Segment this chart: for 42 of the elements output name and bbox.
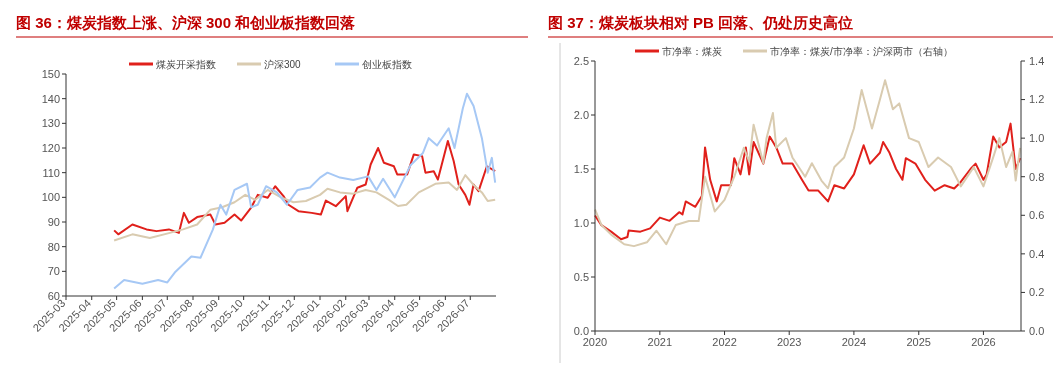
y-tick-label: 80 bbox=[47, 240, 60, 253]
y2-tick-label: 0.2 bbox=[1029, 286, 1045, 299]
y-tick-label: 120 bbox=[41, 141, 60, 154]
legend-label: 市净率：煤炭/市净率：沪深两市（右轴） bbox=[770, 45, 953, 57]
y-tick-label: 2.5 bbox=[573, 54, 589, 67]
x-tick-label: 2024 bbox=[841, 336, 867, 348]
line-series bbox=[594, 122, 1022, 241]
y-tick-label: 0.0 bbox=[573, 324, 589, 337]
line-series bbox=[113, 174, 497, 242]
legend-label: 市净率：煤炭 bbox=[662, 45, 722, 57]
x-tick-label: 2026 bbox=[971, 336, 996, 348]
y2-tick-label: 1.2 bbox=[1029, 93, 1045, 106]
y-tick-label: 110 bbox=[42, 166, 60, 179]
legend-label: 煤炭开采指数 bbox=[156, 58, 216, 70]
y-tick-label: 150 bbox=[41, 67, 60, 80]
y2-tick-label: 0.4 bbox=[1029, 247, 1045, 260]
y2-tick-label: 0.6 bbox=[1029, 209, 1045, 222]
chart-title: 图 36：煤炭指数上涨、沪深 300 和创业板指数回落 bbox=[16, 14, 357, 31]
x-tick-label: 2022 bbox=[712, 336, 737, 348]
y-tick-label: 100 bbox=[41, 191, 60, 204]
legend-label: 沪深300 bbox=[264, 58, 302, 70]
line-series bbox=[594, 79, 1022, 248]
y-tick-label: 1.5 bbox=[573, 162, 589, 175]
line-series bbox=[113, 140, 497, 236]
y2-tick-label: 1.0 bbox=[1029, 131, 1045, 144]
y-tick-label: 140 bbox=[41, 92, 60, 105]
y-tick-label: 1.0 bbox=[573, 216, 589, 229]
chart-title: 图 37：煤炭板块相对 PB 回落、仍处历史高位 bbox=[548, 14, 854, 31]
y-tick-label: 90 bbox=[47, 215, 60, 228]
y2-tick-label: 1.4 bbox=[1029, 54, 1045, 67]
x-tick-label: 2021 bbox=[647, 336, 673, 348]
y-tick-label: 0.5 bbox=[573, 270, 589, 283]
y2-tick-label: 0.8 bbox=[1029, 170, 1045, 183]
line-series bbox=[113, 92, 497, 290]
legend-label: 创业板指数 bbox=[362, 58, 412, 70]
x-tick-label: 2025 bbox=[906, 336, 931, 348]
y-tick-label: 70 bbox=[47, 265, 60, 278]
x-tick-label: 2023 bbox=[776, 336, 802, 348]
y2-tick-label: 0.0 bbox=[1029, 324, 1045, 337]
y-tick-label: 2.0 bbox=[573, 108, 589, 121]
x-tick-label: 2020 bbox=[582, 336, 608, 348]
y-tick-label: 130 bbox=[41, 117, 60, 130]
